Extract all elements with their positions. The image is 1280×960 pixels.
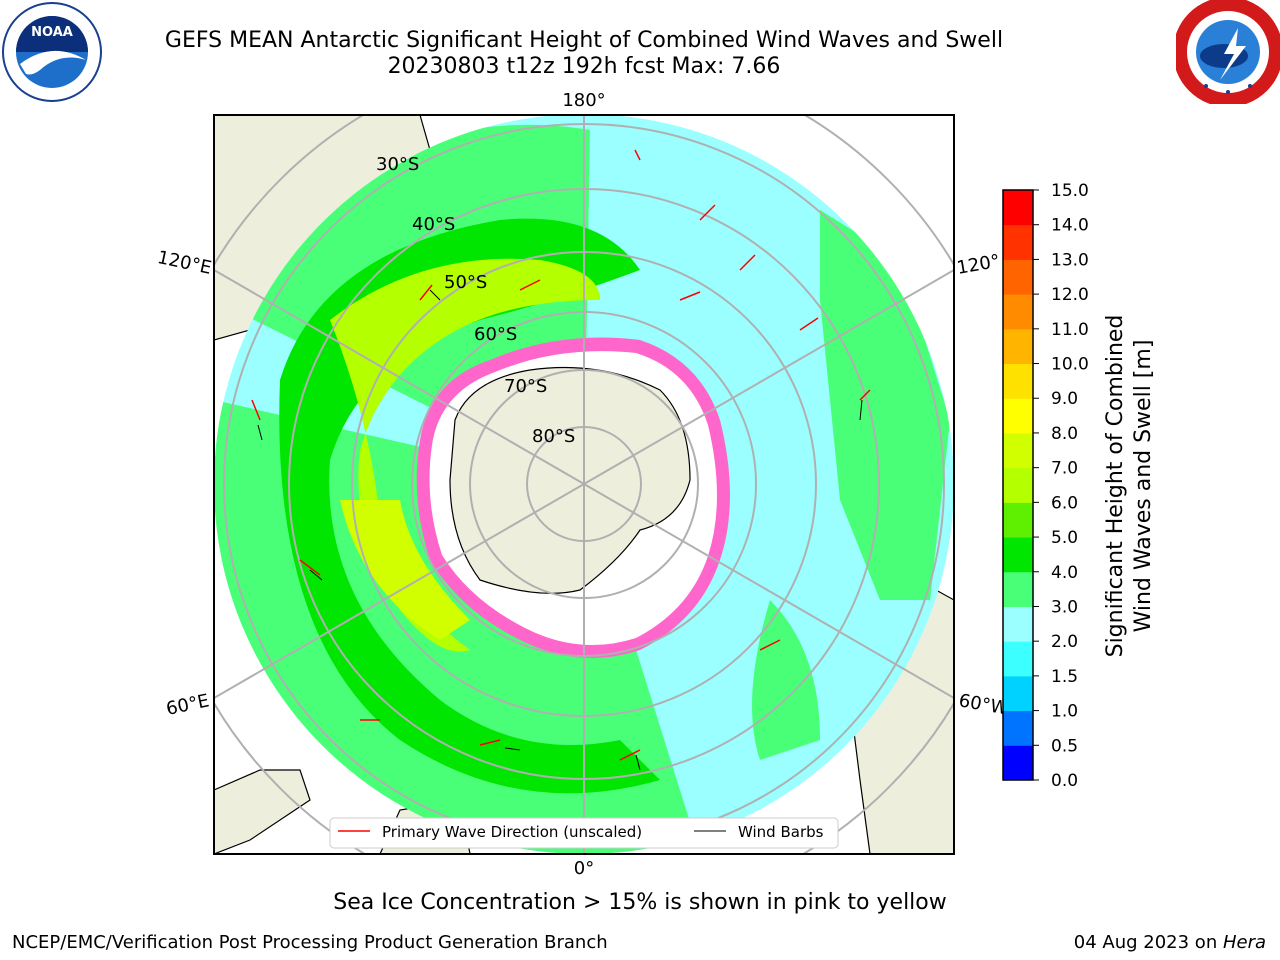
- colorbar-segment: [1003, 606, 1033, 642]
- colorbar-tick-label: 13.0: [1051, 250, 1089, 270]
- lat-label: 70°S: [504, 376, 547, 397]
- date-stamp: 04 Aug 2023 on Hera: [1074, 932, 1266, 953]
- colorbar-segment: [1003, 224, 1033, 260]
- legend-wind-barbs: Wind Barbs: [738, 823, 824, 841]
- colorbar-segment: [1003, 467, 1033, 503]
- colorbar-tick-label: 5.0: [1051, 528, 1078, 548]
- colorbar-tick-label: 0.0: [1051, 771, 1078, 791]
- colorbar-tick-label: 10.0: [1051, 355, 1089, 375]
- east-pacific-band: [820, 210, 950, 600]
- colorbar-segment: [1003, 398, 1033, 434]
- colorbar-label: Significant Height of Combined: [1103, 315, 1128, 658]
- colorbar-tick-label: 12.0: [1051, 285, 1089, 305]
- colorbar-tick-label: 8.0: [1051, 424, 1078, 444]
- date-text: 04 Aug 2023 on: [1073, 932, 1223, 953]
- africa-land: [214, 769, 311, 854]
- colorbar: 0.0 0.5 1.0 1.5 2.0 3.0 4.0 5.0 6.0 7.0 8.0 9.0 10.0…: [1002, 181, 1089, 791]
- colorbar-segment: [1003, 502, 1033, 538]
- colorbar-tick-label: 1.0: [1051, 702, 1078, 722]
- lat-label: 50°S: [444, 272, 487, 293]
- lon-label: 120°: [955, 251, 1001, 279]
- map-title: GEFS MEAN Antarctic Significant Height o…: [164, 28, 1004, 53]
- colorbar-segment: [1003, 745, 1033, 781]
- colorbar-tick-label: 6.0: [1051, 493, 1078, 513]
- colorbar-tick-label: 9.0: [1051, 389, 1078, 409]
- colorbar-segment: [1003, 641, 1033, 677]
- colorbar-tick-label: 7.0: [1051, 459, 1078, 479]
- lon-label: 180°: [562, 90, 605, 111]
- map-subtitle: 20230803 t12z 192h fcst Max: 7.66: [387, 54, 781, 79]
- machine-name: Hera: [1222, 932, 1266, 953]
- colorbar-segment: [1003, 537, 1033, 573]
- credit-line: NCEP/EMC/Verification Post Processing Pr…: [12, 932, 608, 953]
- antarctica-land: [449, 366, 691, 594]
- nws-logo: [1176, 0, 1280, 104]
- colorbar-tick-label: 14.0: [1051, 216, 1089, 236]
- colorbar-segment: [1003, 294, 1033, 330]
- colorbar-segment: [1003, 710, 1033, 746]
- colorbar-segment: [1003, 571, 1033, 607]
- colorbar-segment: [1003, 190, 1033, 226]
- colorbar-tick-label: 1.5: [1051, 667, 1078, 687]
- colorbar-tick-label: 15.0: [1051, 181, 1089, 201]
- colorbar-tick-label: 4.0: [1051, 563, 1078, 583]
- colorbar-segment: [1003, 432, 1033, 469]
- wave-direction-arrows: [251, 149, 871, 761]
- wind-barbs: [257, 289, 863, 771]
- map-frame: [213, 114, 955, 855]
- noaa-logo-text: NOAA: [31, 25, 73, 40]
- colorbar-segment: [1003, 259, 1033, 295]
- colorbar-tick-label: 0.5: [1051, 736, 1078, 756]
- noaa-logo: NOAA: [2, 2, 102, 102]
- map-legend: Primary Wave Direction (unscaled) Wind B…: [329, 817, 839, 849]
- colorbar-segment: [1003, 675, 1033, 712]
- colorbar-tick-label: 3.0: [1051, 597, 1078, 617]
- colorbar-segment: [1003, 363, 1033, 399]
- colorbar-segment: [1003, 328, 1033, 365]
- lat-label: 30°S: [376, 154, 419, 175]
- lat-label: 80°S: [532, 426, 575, 447]
- colorbar-frame: [1002, 189, 1034, 781]
- lat-label: 60°S: [474, 324, 517, 345]
- colorbar-label: Wind Waves and Swell [m]: [1131, 340, 1156, 633]
- legend-wave-direction: Primary Wave Direction (unscaled): [382, 823, 642, 841]
- lon-label: 60°W: [957, 690, 1010, 719]
- colorbar-tick-label: 2.0: [1051, 632, 1078, 652]
- lon-label: 0°: [574, 858, 594, 879]
- lon-label: 120°E: [155, 247, 213, 279]
- graticule: [214, 115, 954, 854]
- lat-label: 40°S: [412, 214, 455, 235]
- sea-ice-note: Sea Ice Concentration > 15% is shown in …: [333, 890, 947, 915]
- lon-label: 60°E: [164, 690, 211, 720]
- colorbar-tick-label: 11.0: [1051, 320, 1089, 340]
